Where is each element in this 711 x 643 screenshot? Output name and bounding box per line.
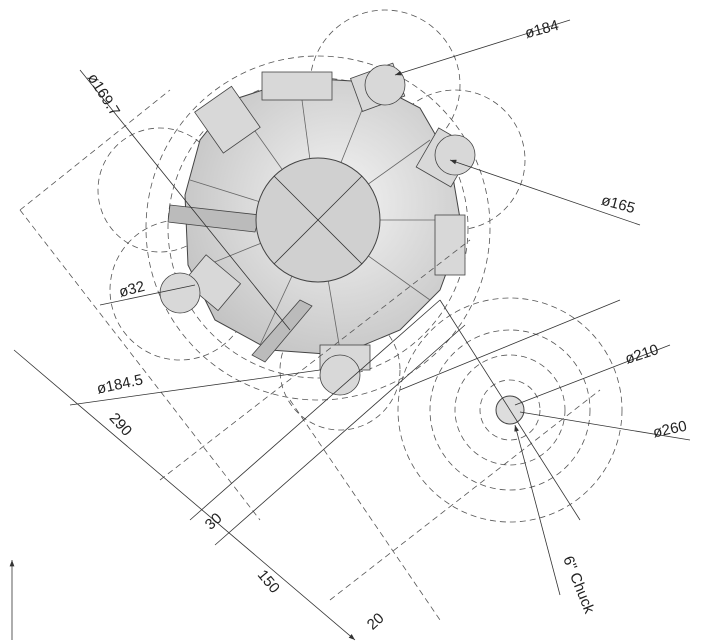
dimension-label: ø169.7 [84,70,123,119]
dimension-label: ø32 [117,278,146,301]
dimension-label: 30 [202,510,226,534]
dimension-label: 290 [106,410,135,440]
dimension-lines [9,19,691,641]
dimension-label: ø210 [623,341,661,368]
dimension-label: 6" Chuck [559,554,598,617]
dimension-label: ø184 [523,17,560,42]
dimension-label: 150 [254,567,283,597]
dimension-label: ø184.5 [95,371,144,397]
turret [159,62,525,425]
dimension-label: ø260 [651,418,688,442]
dimension-label: 20 [364,610,388,634]
